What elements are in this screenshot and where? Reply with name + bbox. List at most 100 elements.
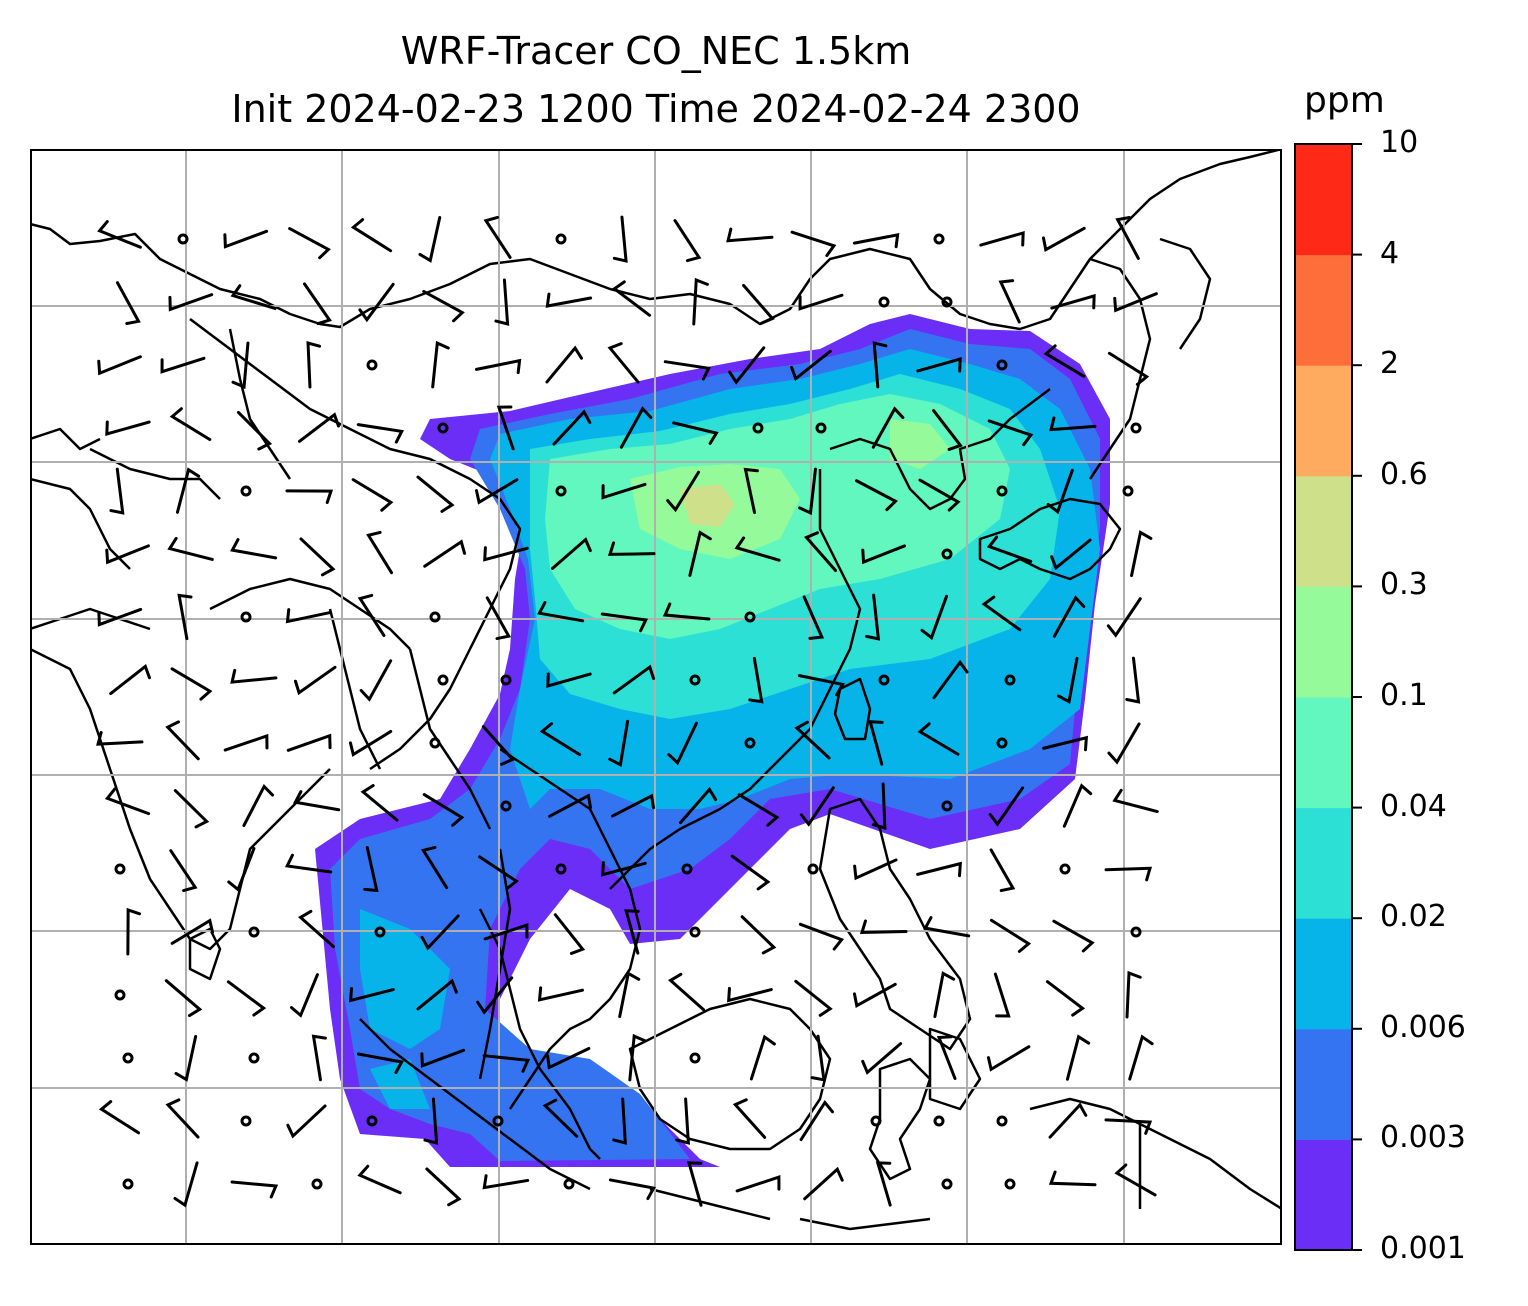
- wind-barb: [918, 478, 961, 512]
- wind-barb: [1114, 1163, 1157, 1197]
- wind-barb: [126, 907, 142, 956]
- wind-barb: [242, 783, 275, 828]
- calm-wind-marker: [248, 1052, 260, 1064]
- wind-barb: [1043, 344, 1086, 378]
- wind-barb: [989, 848, 1016, 893]
- wind-barb: [667, 972, 705, 1012]
- wind-barb: [979, 230, 1025, 247]
- wind-barb: [1106, 597, 1142, 638]
- wind-barb: [1052, 919, 1095, 953]
- calm-wind-marker: [807, 863, 819, 875]
- wind-barb: [852, 982, 897, 1008]
- wind-barb: [732, 1098, 767, 1139]
- wind-barb: [799, 786, 835, 827]
- wind-barb: [727, 986, 773, 1003]
- wind-barb: [416, 978, 458, 1011]
- wind-barb: [803, 531, 838, 573]
- wind-barb: [546, 672, 592, 688]
- wind-barb: [98, 1100, 141, 1135]
- wind-barb: [299, 537, 336, 577]
- wind-barb: [422, 289, 465, 323]
- wind-barb: [861, 544, 906, 565]
- wind-barb: [97, 607, 143, 627]
- wind-barb: [109, 663, 151, 696]
- plot-title-line2: Init 2024-02-23 1200 Time 2024-02-24 230…: [231, 87, 1081, 131]
- wind-barb: [537, 986, 584, 1002]
- wind-barb: [552, 409, 592, 446]
- wind-barb: [740, 915, 777, 955]
- calm-wind-marker: [177, 233, 189, 245]
- wind-barb: [298, 909, 335, 949]
- wind-barb: [284, 853, 333, 874]
- wind-barb: [988, 786, 1025, 827]
- calm-wind-marker: [248, 926, 260, 938]
- wind-barb: [726, 227, 774, 243]
- wind-barb: [686, 1161, 703, 1207]
- wind-barb: [494, 278, 510, 326]
- wind-barb: [356, 1052, 404, 1075]
- wind-barb: [853, 858, 898, 881]
- wind-barb: [548, 793, 593, 818]
- calm-wind-marker: [429, 611, 441, 623]
- calm-wind-marker: [240, 485, 252, 497]
- wind-barb: [288, 227, 331, 260]
- wind-barb: [628, 1033, 647, 1082]
- wind-barb: [607, 342, 640, 384]
- wind-barb: [1045, 980, 1086, 1017]
- wind-barb: [545, 345, 583, 384]
- wind-barb: [431, 340, 450, 389]
- wind-barb: [728, 346, 766, 385]
- wind-barb: [607, 541, 656, 556]
- wind-barb: [872, 341, 888, 389]
- wind-barb: [105, 420, 151, 436]
- wind-barb: [618, 971, 641, 1019]
- wind-barb: [174, 1034, 198, 1082]
- wind-barb: [357, 593, 386, 637]
- wind-barb: [612, 1097, 627, 1145]
- wind-barb: [601, 861, 647, 877]
- wind-barb: [688, 530, 712, 577]
- wind-barb: [798, 293, 844, 311]
- wind-barb: [177, 593, 193, 641]
- wind-barb: [1056, 656, 1079, 704]
- wind-barb: [619, 406, 653, 449]
- calm-wind-marker: [1130, 926, 1142, 938]
- wind-barb: [289, 973, 319, 1018]
- wind-barb: [96, 731, 144, 746]
- map-frame: [30, 149, 1282, 1245]
- wind-barb: [351, 478, 394, 512]
- wind-barb: [286, 1104, 327, 1139]
- wind-barb: [998, 279, 1021, 324]
- wind-barb: [932, 659, 969, 700]
- wind-barb: [794, 720, 831, 760]
- calm-wind-marker: [996, 359, 1008, 371]
- wind-barb: [1104, 866, 1153, 882]
- wind-barb: [790, 230, 837, 258]
- wind-barb: [482, 1054, 531, 1073]
- wind-barb: [797, 674, 845, 697]
- wind-barb: [175, 467, 201, 514]
- wind-barb: [227, 846, 256, 892]
- calm-wind-marker: [437, 674, 449, 686]
- wind-barb: [348, 729, 393, 757]
- wind-barb: [173, 789, 210, 829]
- calm-wind-marker: [114, 989, 126, 1001]
- colorbar-tick-label: 0.001: [1380, 1231, 1466, 1266]
- colorbar-segment: [1294, 254, 1352, 366]
- wind-barb: [167, 536, 214, 561]
- wind-barb: [916, 861, 962, 878]
- wind-barb: [917, 722, 960, 756]
- calm-wind-marker: [941, 548, 953, 560]
- wind-barb: [298, 412, 340, 443]
- wind-barb: [478, 855, 519, 891]
- wind-barb: [1041, 226, 1086, 253]
- wind-barb: [798, 467, 817, 516]
- wind-barb: [986, 535, 1033, 563]
- colorbar-tick-label: 0.006: [1380, 1009, 1466, 1045]
- wind-barb: [611, 280, 652, 317]
- wind-barb: [360, 784, 399, 822]
- wind-barb: [666, 470, 701, 513]
- wind-barb: [920, 594, 949, 641]
- wind-barb: [230, 668, 278, 684]
- calm-wind-marker: [1059, 863, 1071, 875]
